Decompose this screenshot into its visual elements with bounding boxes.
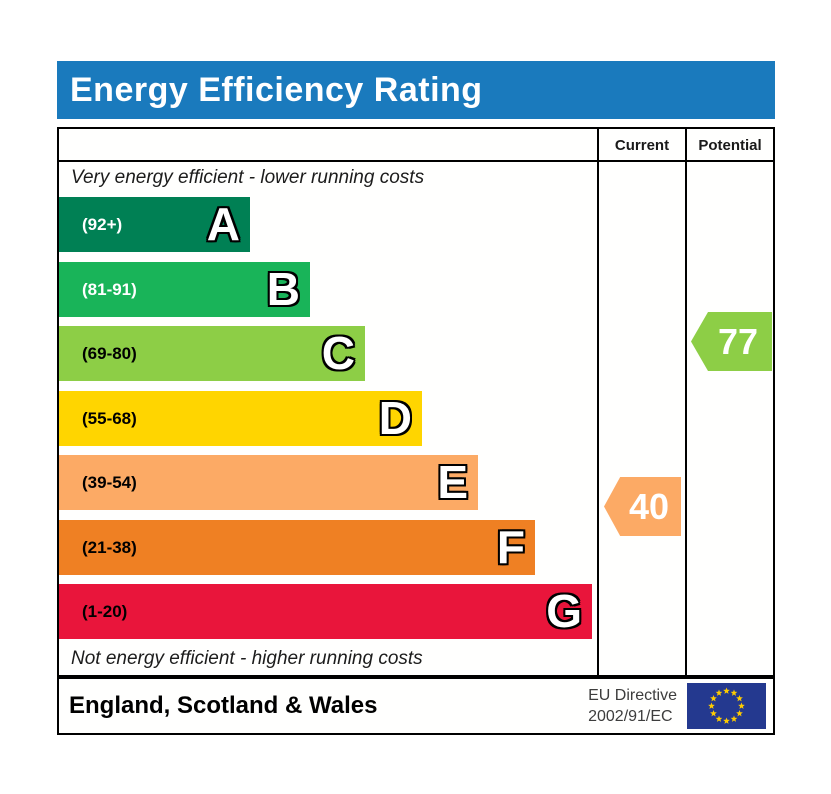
- band-row-c: (69-80) C: [59, 326, 365, 381]
- chart-title: Energy Efficiency Rating: [70, 70, 483, 109]
- band-row-b: (81-91) B: [59, 262, 310, 317]
- band-row-a: (92+) A: [59, 197, 250, 252]
- band-row-f: (21-38) F: [59, 520, 535, 575]
- band-range-label: (55-68): [82, 408, 137, 428]
- band-letter: F: [496, 520, 525, 573]
- rating-chart-area: Current Potential Very energy efficient …: [57, 127, 775, 677]
- column-header-current: Current: [614, 137, 670, 154]
- potential-rating-value: 77: [717, 320, 759, 362]
- footer-region: England, Scotland & Wales: [69, 692, 378, 719]
- eu-directive-line2: 2002/91/EC: [588, 708, 673, 725]
- band-letter: G: [546, 584, 582, 637]
- eu-directive-text: EU Directive 2002/91/EC: [588, 685, 677, 727]
- band-letter: A: [206, 197, 240, 250]
- band-range-label: (21-38): [82, 537, 137, 557]
- potential-rating-arrow: 77: [691, 312, 772, 371]
- column-header-potential: Potential: [698, 137, 762, 154]
- band-range-label: (81-91): [82, 279, 137, 299]
- band-letter: C: [321, 326, 355, 379]
- current-rating-value: 40: [628, 485, 670, 527]
- band-letter: D: [378, 391, 412, 444]
- band-letter: E: [437, 455, 468, 508]
- band-range-label: (1-20): [82, 601, 128, 621]
- top-note: Very energy efficient - lower running co…: [71, 167, 425, 188]
- potential-column-divider: [685, 129, 687, 675]
- footer-bar: England, Scotland & Wales EU Directive 2…: [57, 677, 775, 735]
- band-row-g: (1-20) G: [59, 584, 592, 639]
- header-divider-line: [59, 160, 773, 162]
- band-range-label: (39-54): [82, 472, 137, 492]
- band-range-label: (69-80): [82, 343, 137, 363]
- band-row-e: (39-54) E: [59, 455, 478, 510]
- band-range-label: (92+): [82, 214, 123, 234]
- eu-directive-line1: EU Directive: [588, 687, 677, 704]
- eu-flag-icon: [687, 683, 766, 729]
- band-letter: B: [266, 262, 300, 315]
- bottom-note: Not energy efficient - higher running co…: [71, 648, 423, 669]
- chart-title-bar: Energy Efficiency Rating: [57, 61, 775, 119]
- current-column-divider: [597, 129, 599, 675]
- band-row-d: (55-68) D: [59, 391, 422, 446]
- current-rating-arrow: 40: [604, 477, 681, 536]
